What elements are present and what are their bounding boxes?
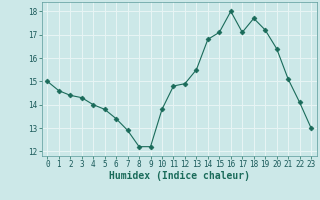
X-axis label: Humidex (Indice chaleur): Humidex (Indice chaleur)	[109, 171, 250, 181]
